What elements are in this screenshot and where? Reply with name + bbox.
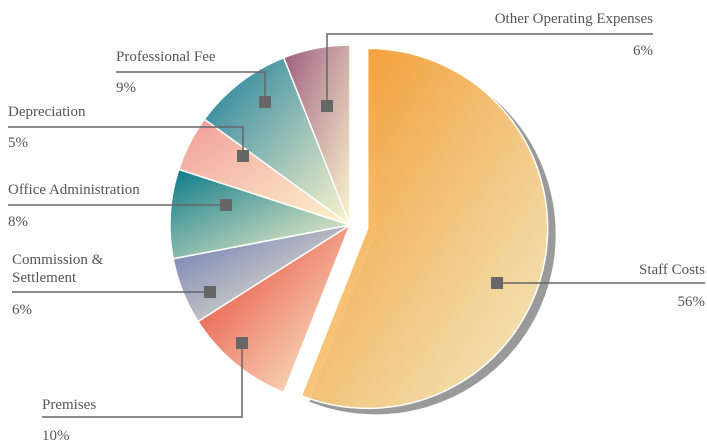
leader-line xyxy=(8,126,244,156)
slice-label: Premises xyxy=(42,397,97,413)
slice xyxy=(196,223,352,394)
marker xyxy=(220,199,232,211)
slice xyxy=(203,56,352,228)
slice-label: Staff Costs xyxy=(639,262,705,278)
marker xyxy=(259,96,271,108)
marker xyxy=(236,337,248,349)
value-label: 5% xyxy=(8,135,28,151)
slice xyxy=(282,44,351,226)
slice-label: Commission & Settlement xyxy=(12,252,104,286)
slice-label: Professional Fee xyxy=(116,49,216,65)
marker xyxy=(321,100,333,112)
value-label: 8% xyxy=(8,214,28,230)
slice-label: Depreciation xyxy=(8,104,86,120)
leader-line xyxy=(42,343,243,418)
marker xyxy=(491,277,503,289)
value-label: 56% xyxy=(677,294,706,310)
marker xyxy=(204,286,216,298)
value-label: 6% xyxy=(633,43,653,59)
value-label: 6% xyxy=(12,302,32,318)
leader-line xyxy=(116,71,266,102)
marker xyxy=(237,150,249,162)
slice xyxy=(169,168,351,260)
value-label: 9% xyxy=(116,80,136,96)
value-label: 10% xyxy=(42,428,70,442)
slice-label: Other Operating Expenses xyxy=(494,11,653,27)
slice-label: Office Administration xyxy=(8,182,140,198)
leader-line xyxy=(326,33,653,106)
slice xyxy=(300,47,549,410)
